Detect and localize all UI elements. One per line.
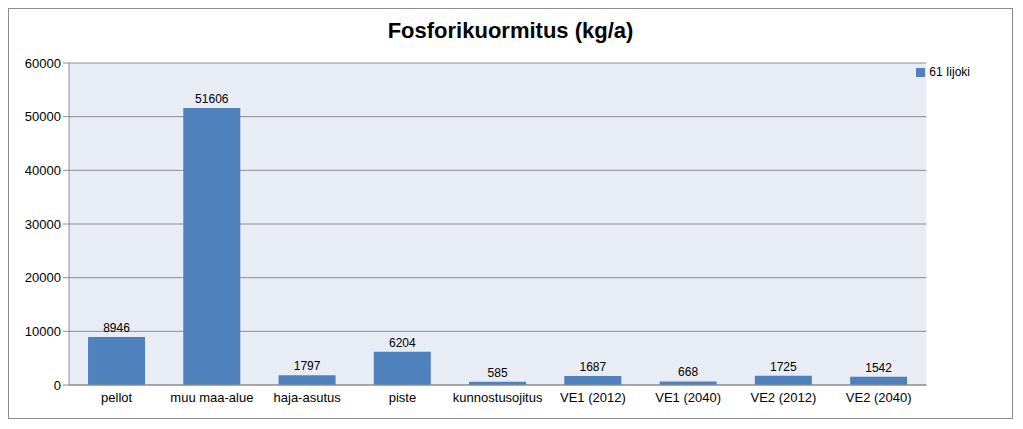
svg-text:668: 668: [678, 365, 698, 379]
svg-text:585: 585: [488, 366, 508, 380]
svg-text:haja-asutus: haja-asutus: [274, 390, 342, 405]
svg-text:piste: piste: [389, 390, 416, 405]
svg-text:0: 0: [54, 378, 61, 393]
svg-text:6204: 6204: [389, 336, 416, 350]
svg-text:VE2 (2012): VE2 (2012): [751, 390, 817, 405]
svg-text:1725: 1725: [770, 360, 797, 374]
html-text:61 Iijoki: 61 Iijoki: [929, 65, 970, 79]
svg-text:1797: 1797: [294, 359, 321, 373]
svg-text:1542: 1542: [865, 361, 892, 375]
svg-text:60000: 60000: [25, 56, 61, 71]
svg-text:50000: 50000: [25, 109, 61, 124]
html-text:Fosforikuormitus (kg/a): Fosforikuormitus (kg/a): [387, 18, 634, 43]
svg-text:10000: 10000: [25, 324, 61, 339]
svg-text:51606: 51606: [195, 92, 229, 106]
svg-text:30000: 30000: [25, 217, 61, 232]
svg-text:40000: 40000: [25, 163, 61, 178]
svg-text:muu maa-alue: muu maa-alue: [170, 390, 253, 405]
svg-text:8946: 8946: [103, 321, 130, 335]
svg-text:20000: 20000: [25, 270, 61, 285]
svg-text:pellot: pellot: [101, 390, 132, 405]
svg-text:VE1 (2040): VE1 (2040): [655, 390, 721, 405]
svg-text:1687: 1687: [579, 360, 606, 374]
svg-text:VE1 (2012): VE1 (2012): [560, 390, 626, 405]
svg-text:kunnostusojitus: kunnostusojitus: [453, 390, 543, 405]
svg-text:VE2 (2040): VE2 (2040): [846, 390, 912, 405]
